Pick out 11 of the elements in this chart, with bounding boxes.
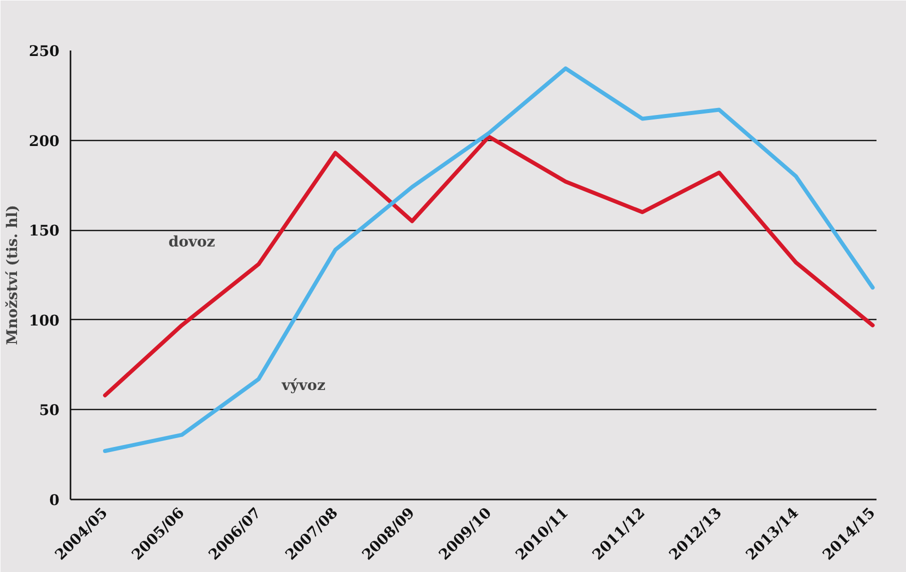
y-tick-label: 200 <box>28 132 60 150</box>
y-tick-label: 100 <box>28 312 60 330</box>
y-tick-label: 0 <box>49 492 60 509</box>
y-tick-label: 150 <box>28 222 60 240</box>
text: dovoz <box>168 233 216 250</box>
y-tick-label: 250 <box>28 43 60 60</box>
line-series <box>103 66 875 454</box>
line-series <box>103 134 875 398</box>
series-label: vývoz <box>280 377 326 394</box>
y-tick-label: 50 <box>39 402 60 420</box>
y-axis-title: Množství (tis. hl) <box>4 204 21 346</box>
